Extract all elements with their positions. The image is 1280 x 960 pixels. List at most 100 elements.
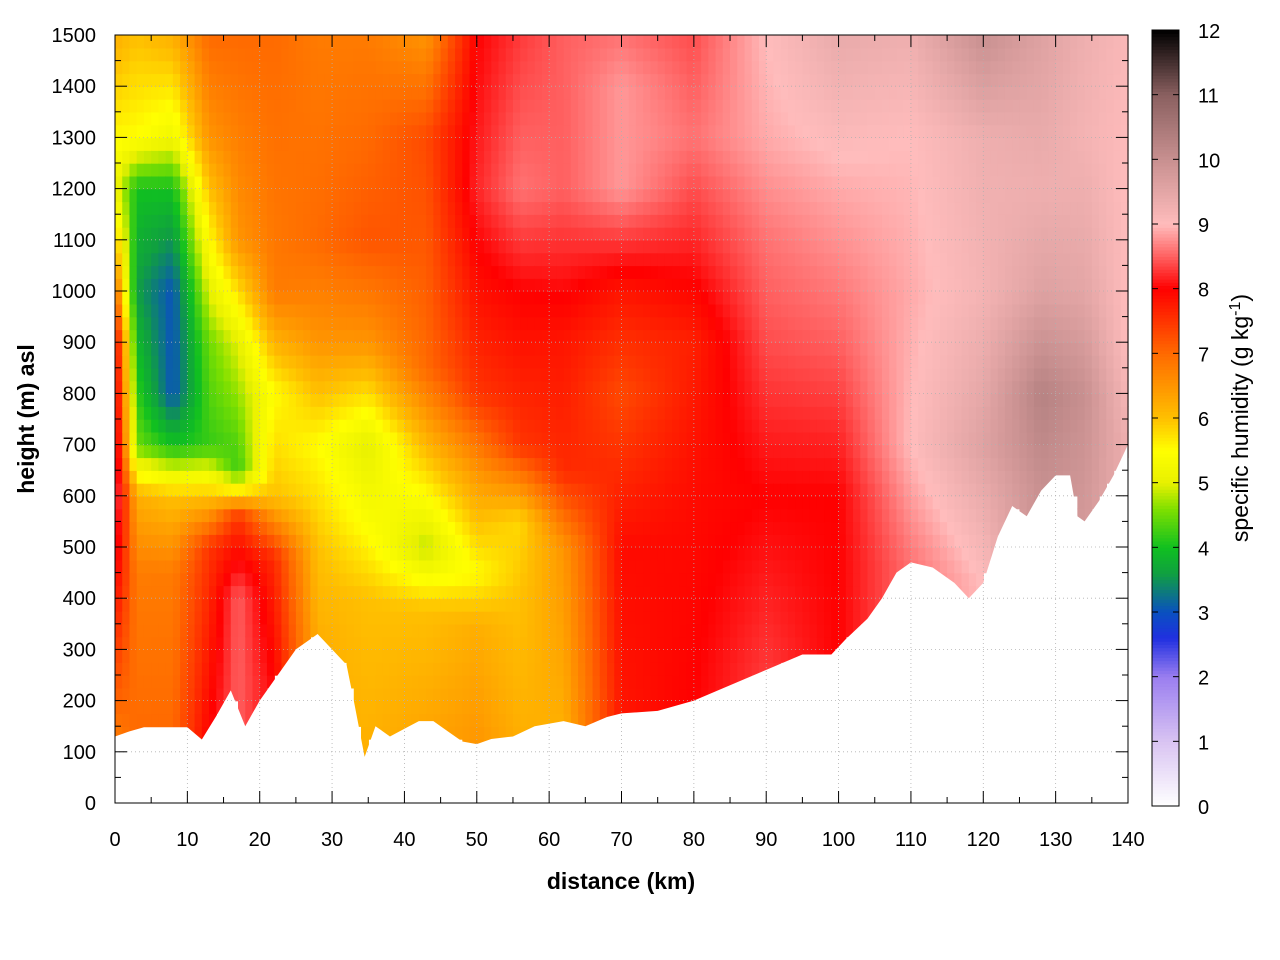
- humidity-cell: [274, 316, 283, 331]
- humidity-cell: [607, 457, 615, 471]
- humidity-cell: [129, 470, 138, 484]
- humidity-cell: [295, 508, 304, 523]
- humidity-cell: [216, 342, 225, 356]
- humidity-cell: [715, 444, 724, 459]
- humidity-cell: [382, 521, 391, 535]
- humidity-cell: [151, 137, 160, 151]
- humidity-cell: [426, 444, 435, 459]
- humidity-cell: [172, 585, 181, 599]
- humidity-cell: [737, 86, 746, 100]
- humidity-cell: [361, 380, 369, 395]
- humidity-cell: [701, 419, 710, 433]
- humidity-cell: [389, 73, 398, 87]
- humidity-cell: [129, 47, 138, 62]
- humidity-cell: [607, 111, 615, 126]
- humidity-cell: [368, 713, 377, 727]
- humidity-cell: [375, 508, 384, 523]
- humidity-cell: [433, 291, 442, 305]
- humidity-cell: [469, 495, 478, 510]
- humidity-cell: [368, 534, 377, 548]
- humidity-cell: [780, 470, 789, 484]
- humidity-cell: [245, 675, 254, 689]
- humidity-cell: [520, 291, 529, 305]
- humidity-cell: [310, 431, 319, 446]
- humidity-cell: [230, 303, 239, 318]
- humidity-cell: [245, 457, 254, 471]
- humidity-cell: [368, 227, 377, 241]
- humidity-cell: [693, 291, 702, 305]
- humidity-cell: [635, 73, 644, 87]
- humidity-cell: [701, 175, 710, 190]
- humidity-cell: [773, 329, 782, 343]
- humidity-cell: [115, 252, 123, 267]
- humidity-cell: [143, 329, 152, 343]
- humidity-cell: [143, 265, 152, 279]
- humidity-cell: [512, 342, 521, 356]
- humidity-cell: [238, 35, 246, 49]
- humidity-cell: [382, 649, 391, 663]
- humidity-cell: [758, 342, 767, 356]
- humidity-cell: [773, 470, 782, 484]
- humidity-cell: [180, 265, 189, 279]
- humidity-cell: [122, 483, 131, 497]
- humidity-cell: [216, 687, 225, 702]
- humidity-cell: [332, 303, 341, 318]
- humidity-cell: [455, 419, 464, 433]
- humidity-cell: [397, 406, 406, 420]
- humidity-cell: [418, 265, 427, 279]
- humidity-cell: [599, 662, 608, 676]
- humidity-cell: [585, 534, 594, 548]
- humidity-cell: [447, 508, 456, 523]
- humidity-cell: [339, 547, 348, 561]
- humidity-cell: [585, 239, 594, 254]
- humidity-cell: [744, 150, 753, 164]
- humidity-cell: [288, 623, 297, 638]
- humidity-cell: [172, 559, 181, 574]
- humidity-cell: [751, 239, 760, 254]
- humidity-cell: [259, 598, 268, 612]
- humidity-cell: [751, 99, 760, 113]
- humidity-cell: [635, 611, 644, 625]
- humidity-cell: [346, 585, 355, 599]
- humidity-cell: [404, 572, 413, 587]
- humidity-cell: [780, 99, 789, 113]
- humidity-cell: [512, 239, 521, 254]
- humidity-cell: [317, 611, 326, 625]
- humidity-cell: [578, 137, 587, 151]
- humidity-cell: [708, 163, 717, 177]
- humidity-cell: [165, 265, 174, 279]
- humidity-cell: [324, 406, 333, 420]
- humidity-cell: [245, 150, 254, 164]
- humidity-cell: [426, 406, 435, 420]
- humidity-cell: [643, 291, 652, 305]
- humidity-cell: [549, 124, 558, 139]
- humidity-cell: [549, 559, 558, 574]
- humidity-cell: [664, 419, 673, 433]
- humidity-cell: [751, 367, 760, 382]
- humidity-cell: [259, 60, 268, 75]
- humidity-cell: [469, 278, 478, 292]
- humidity-cell: [592, 419, 601, 433]
- humidity-cell: [498, 86, 507, 100]
- humidity-cell: [288, 329, 297, 343]
- humidity-cell: [143, 316, 152, 331]
- humidity-cell: [368, 559, 377, 574]
- humidity-cell: [549, 483, 558, 497]
- humidity-cell: [238, 342, 246, 356]
- humidity-cell: [715, 329, 724, 343]
- humidity-cell: [592, 406, 601, 420]
- humidity-cell: [223, 393, 232, 407]
- humidity-cell: [266, 342, 275, 356]
- humidity-cell: [223, 214, 232, 228]
- humidity-cell: [332, 265, 341, 279]
- humidity-cell: [455, 534, 464, 548]
- humidity-cell: [201, 495, 210, 510]
- humidity-cell: [397, 342, 406, 356]
- humidity-cell: [201, 60, 210, 75]
- humidity-cell: [722, 303, 731, 318]
- humidity-cell: [534, 393, 543, 407]
- humidity-cell: [303, 188, 312, 203]
- humidity-cell: [209, 534, 217, 548]
- humidity-cell: [484, 239, 492, 254]
- humidity-cell: [549, 99, 558, 113]
